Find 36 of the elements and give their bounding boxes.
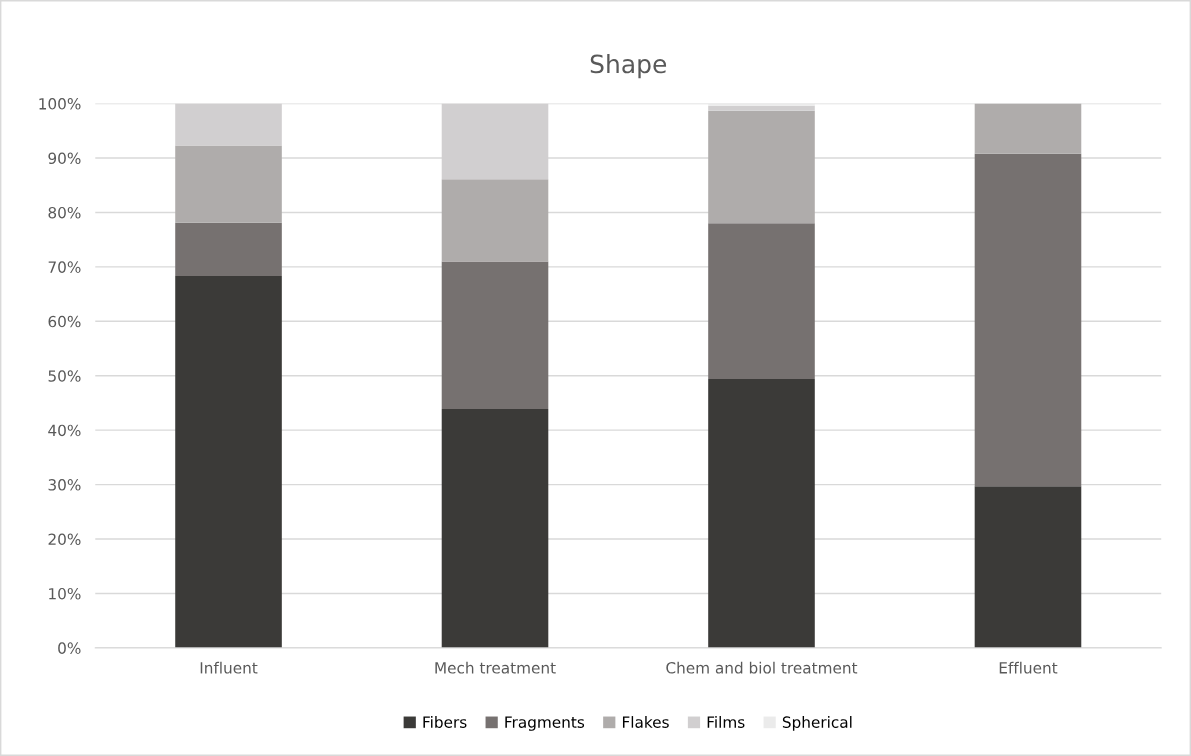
x-tick-label: Mech treatment [435, 661, 556, 674]
y-tick-label: 10% [49, 587, 81, 600]
x-tick-label: Effluent [999, 661, 1058, 674]
bar [175, 222, 282, 277]
y-tick-label: 50% [48, 370, 81, 382]
y-tick-label: 100% [39, 98, 81, 110]
y-tick-label: 40% [48, 424, 81, 437]
bar [175, 145, 282, 223]
bar [708, 105, 815, 111]
bar [441, 179, 549, 262]
y-tick-label: 60% [48, 315, 81, 328]
legend-label: Films [707, 716, 745, 728]
y-tick-label: 90% [48, 152, 81, 165]
legend-label: Flakes [622, 716, 669, 728]
bar [708, 110, 815, 224]
y-tick-label: 0% [58, 642, 81, 654]
bar [708, 223, 815, 379]
bar [441, 408, 549, 648]
x-tick-label: Chem and biol treatment [666, 661, 858, 674]
chart-title: Shape [590, 54, 667, 79]
legend-label: Spherical [782, 716, 852, 731]
y-tick-label: 80% [48, 206, 81, 219]
bar [175, 276, 282, 648]
y-tick-label: 30% [48, 479, 81, 491]
bar [441, 261, 549, 409]
bar [708, 379, 815, 648]
x-tick-label: Influent [200, 661, 258, 674]
bar [708, 103, 815, 106]
legend-label: Fragments [505, 716, 585, 731]
bar [175, 103, 282, 146]
y-tick-label: 70% [48, 261, 81, 273]
bar [974, 103, 1082, 154]
bar [974, 486, 1082, 648]
legend-label: Fibers [423, 716, 467, 728]
bar [974, 153, 1082, 487]
y-tick-label: 20% [48, 533, 81, 546]
